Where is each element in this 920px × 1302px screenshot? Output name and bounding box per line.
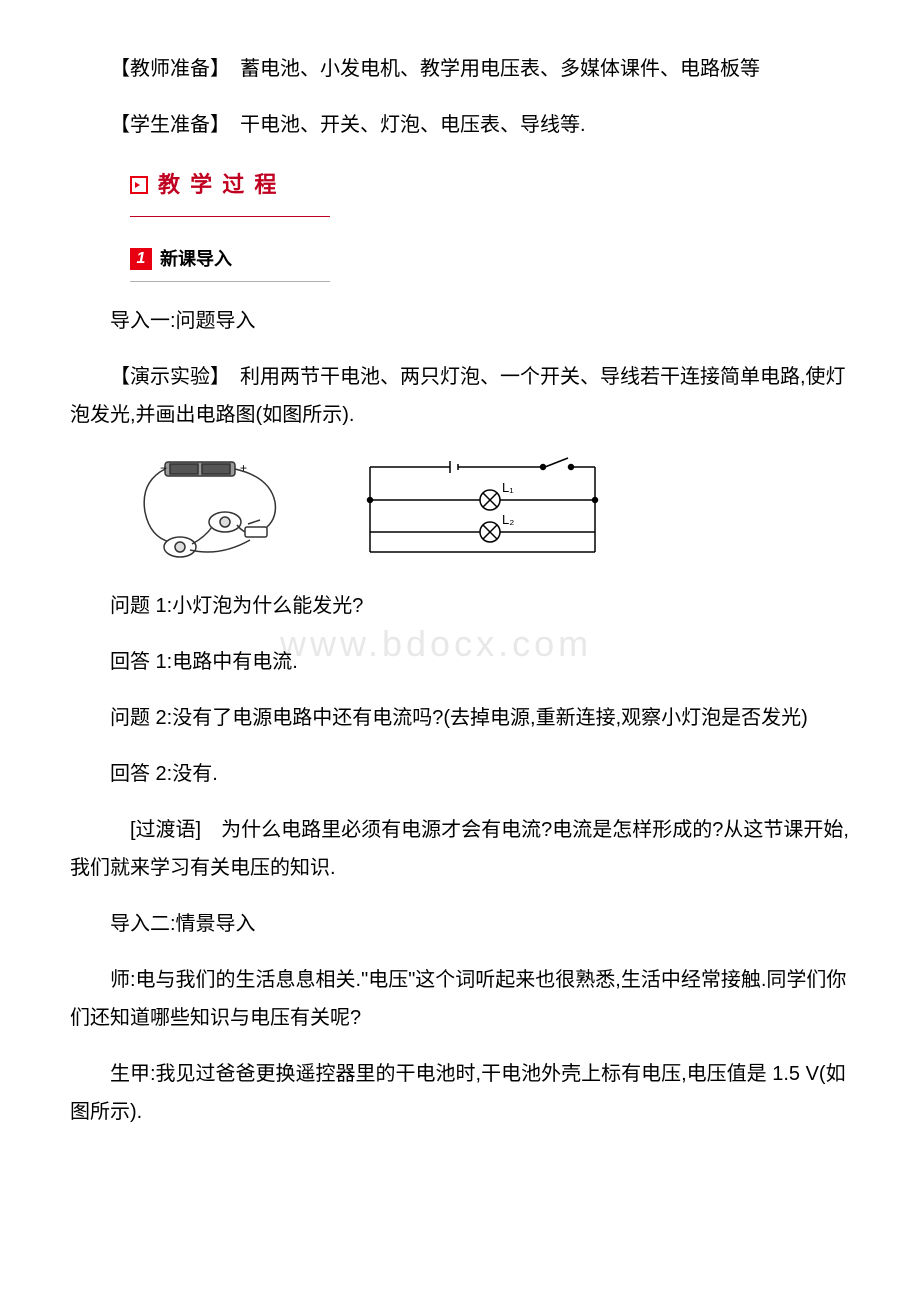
sub-section-title: 新课导入 xyxy=(160,242,232,276)
demo-experiment-text: 【演示实验】 利用两节干电池、两只灯泡、一个开关、导线若干连接简单电路,使灯泡发… xyxy=(70,358,850,434)
intro-two-heading: 导入二:情景导入 xyxy=(70,905,850,943)
circuit-label-l2: L₂ xyxy=(502,512,514,527)
sub-section-underline xyxy=(130,281,330,282)
question-2: 问题 2:没有了电源电路中还有电流吗?(去掉电源,重新连接,观察小灯泡是否发光) xyxy=(70,699,850,737)
sub-section-number: 1 xyxy=(130,248,152,270)
transition-text: [过渡语] 为什么电路里必须有电源才会有电流?电流是怎样形成的?从这节课开始,我… xyxy=(70,811,850,887)
sub-section-header: 1 新课导入 xyxy=(130,242,850,276)
intro-one-heading: 导入一:问题导入 xyxy=(70,302,850,340)
circuit-images-row: − + xyxy=(130,452,850,572)
svg-text:−: − xyxy=(160,461,167,475)
circuit-sketch-image: − + xyxy=(130,452,310,572)
question-1: 问题 1:小灯泡为什么能发光? xyxy=(70,587,850,625)
play-icon xyxy=(130,176,148,194)
teacher-dialogue: 师:电与我们的生活息息相关."电压"这个词听起来也很熟悉,生活中经常接触.同学们… xyxy=(70,961,850,1037)
teacher-prep-text: 【教师准备】 蓄电池、小发电机、教学用电压表、多媒体课件、电路板等 xyxy=(70,50,850,88)
section-header: 教 学 过 程 xyxy=(130,164,850,206)
section-header-underline xyxy=(130,216,330,217)
circuit-label-l1: L₁ xyxy=(502,480,514,495)
student-prep-text: 【学生准备】 干电池、开关、灯泡、电压表、导线等. xyxy=(70,106,850,144)
section-header-title: 教 学 过 程 xyxy=(158,164,278,206)
answer-2: 回答 2:没有. xyxy=(70,755,850,793)
circuit-diagram-image: L₁ L₂ xyxy=(350,452,610,572)
answer-1: 回答 1:电路中有电流. xyxy=(70,643,850,681)
student-a-dialogue: 生甲:我见过爸爸更换遥控器里的干电池时,干电池外壳上标有电压,电压值是 1.5 … xyxy=(70,1055,850,1131)
